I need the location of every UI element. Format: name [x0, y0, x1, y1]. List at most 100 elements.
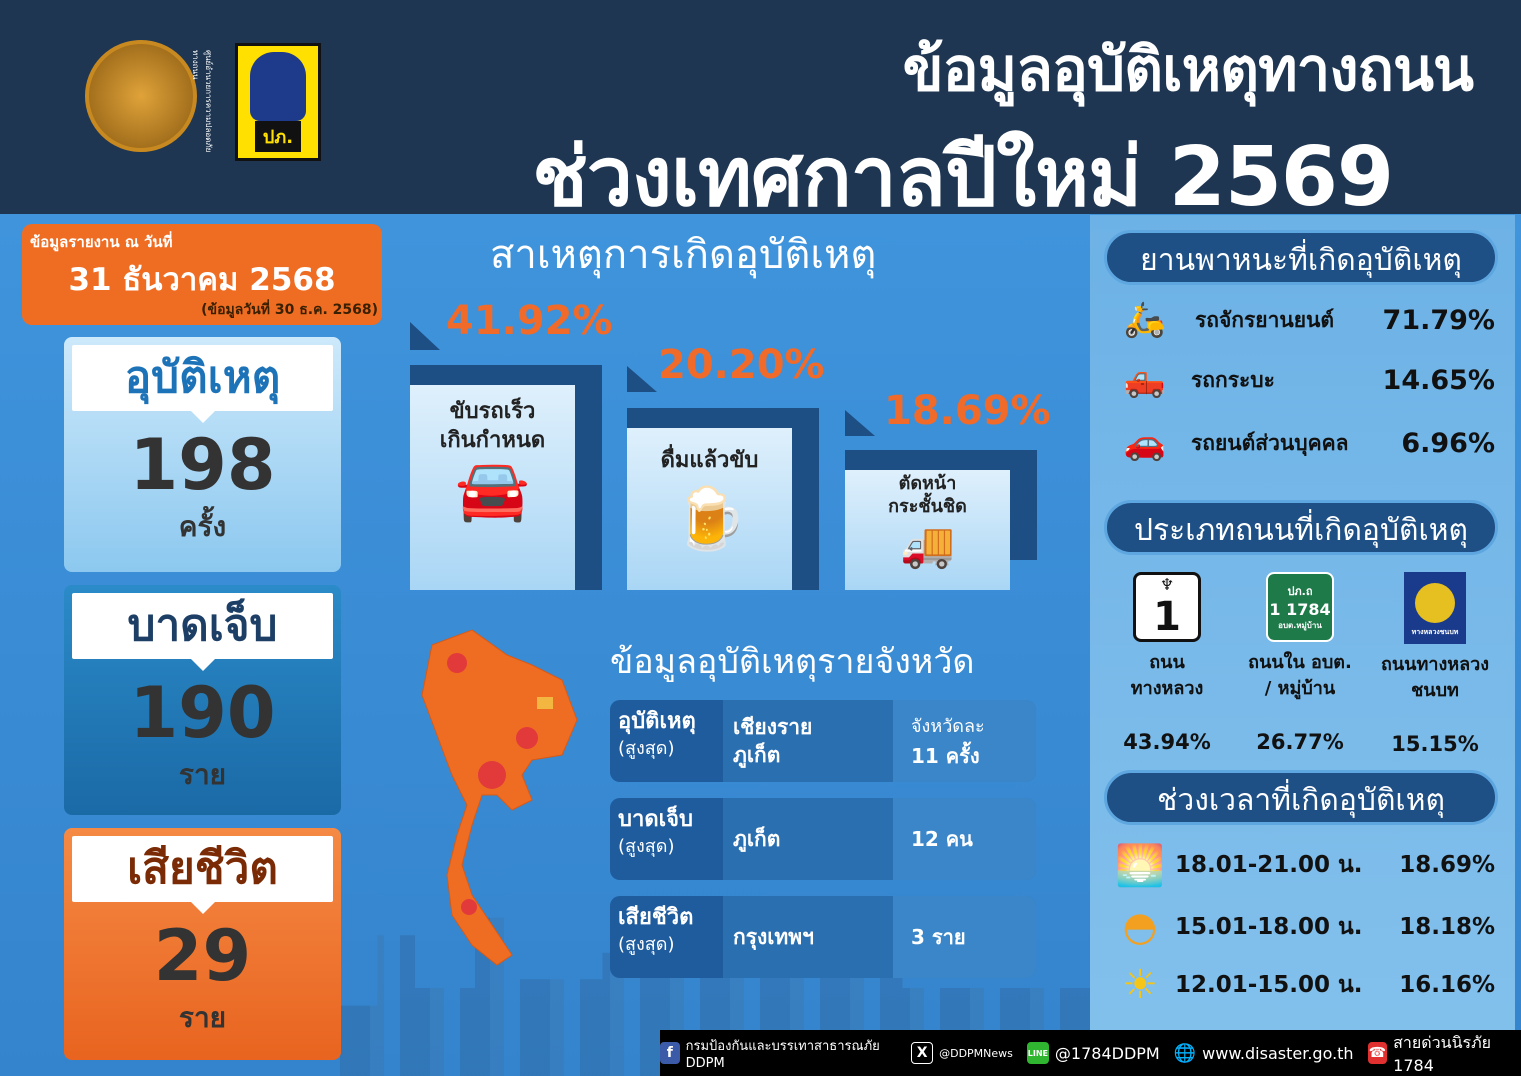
stat-value: 190 [129, 672, 276, 754]
cut-off-vehicles-icon: 🚚 [900, 519, 955, 571]
road-name: ถนนทางหลวง [1380, 654, 1490, 675]
line-icon[interactable]: LINE [1026, 1042, 1049, 1064]
time-pct: 16.16% [1399, 972, 1495, 998]
province-name: เชียงราย [733, 714, 813, 739]
cause-label: ดื่มแล้วขับ [660, 448, 759, 473]
beer-mugs-icon: 🍺 [672, 484, 747, 554]
sunset-icon: 🌅 [1115, 842, 1165, 889]
highway-sign-icon: ♆ 1 [1133, 572, 1201, 642]
time-range: 18.01-21.00 น. [1175, 852, 1363, 878]
stat-accidents: อุบัติเหตุ 198 ครั้ง [64, 337, 341, 572]
cause-pct: 18.69% [884, 388, 1051, 434]
title-line-2: ช่วงเทศกาลปีใหม่ 2569 [532, 130, 1394, 225]
province-row: อุบัติเหตุ (สูงสุด) เชียงราย ภูเก็ต จังหวั… [610, 700, 1036, 782]
stat-label: อุบัติเหตุ [72, 345, 333, 423]
cause-label: เกินกำหนด [439, 427, 546, 453]
province-name: ภูเก็ต [733, 743, 781, 767]
cause-pct: 41.92% [446, 298, 613, 344]
facebook-link[interactable]: กรมป้องกันและบรรเทาสาธารณภัย DDPM [685, 1039, 880, 1071]
report-date-box: ข้อมูลรายงาน ณ วันที่ 31 ธันวาคม 2568 (ข… [22, 224, 382, 325]
row-key-sub: (สูงสุด) [618, 933, 675, 955]
stat-unit: ราย [178, 758, 227, 791]
stat-unit: ราย [178, 1001, 227, 1034]
row-key-sub: (สูงสุด) [618, 835, 675, 857]
sign-top: ปภ.ถ [1287, 585, 1313, 598]
stat-injuries: บาดเจ็บ 190 ราย [64, 585, 341, 815]
road-type: ปภ.ถ 1 1784 อบต.หมู่บ้าน ถนนใน อบต. / หมู่บ… [1235, 572, 1365, 754]
vehicle-name: รถจักรยานยนต์ [1195, 307, 1335, 332]
cause-pct: 20.20% [658, 342, 825, 388]
row-key: บาดเจ็บ [618, 807, 693, 832]
province-title: ข้อมูลอุบัติเหตุรายจังหวัด [610, 642, 975, 682]
report-date: 31 ธันวาคม 2568 [68, 262, 336, 298]
road-name: ถนนใน อบต. [1248, 652, 1352, 673]
sign-bottom: อบต.หมู่บ้าน [1278, 621, 1322, 630]
row-value: 3 ราย [911, 925, 966, 949]
time-row: 🌅 18.01-21.00 น. 18.69% [1105, 840, 1495, 890]
time-range: 12.01-15.00 น. [1175, 972, 1363, 998]
road-name: ชนบท [1411, 680, 1459, 702]
road-pct: 15.15% [1391, 732, 1479, 756]
road-type: ♆ 1 ถนน ทางหลวง 43.94% [1102, 572, 1232, 754]
website-link[interactable]: www.disaster.go.th [1202, 1043, 1354, 1063]
cause-label: ขับรถเร็ว [449, 399, 536, 424]
footer: f กรมป้องกันและบรรเทาสาธารณภัย DDPM X @DDP… [660, 1030, 1521, 1076]
globe-icon: 🌐 [1173, 1042, 1197, 1064]
car-icon: 🚗 [1123, 423, 1167, 463]
row-value: 11 ครั้ง [911, 743, 980, 768]
phone-icon: ☎ [1367, 1042, 1388, 1064]
province-name: ภูเก็ต [733, 826, 781, 851]
facebook-icon[interactable]: f [660, 1042, 680, 1064]
report-sub: (ข้อมูลวันที่ 30 ธ.ค. 2568) [201, 302, 378, 318]
cause-drunk-driving: ดื่มแล้วขับ 🍺 [627, 428, 792, 590]
sun-icon: ☀ [1122, 962, 1158, 1008]
stat-label: เสียชีวิต [72, 836, 333, 914]
road-type: ทางหลวงชนบท ถนนทางหลวงชนบท 15.15% [1370, 572, 1500, 756]
line-link[interactable]: @1784DDPM [1054, 1043, 1160, 1063]
row-key: เสียชีวิต [618, 905, 694, 930]
afternoon-sun-icon: ◓ [1122, 904, 1158, 950]
time-pct: 18.69% [1399, 852, 1495, 878]
vehicle-pct: 71.79% [1382, 304, 1495, 336]
road-pct: 26.77% [1256, 730, 1344, 754]
roads-title: ประเภทถนนที่เกิดอุบัติเหตุ [1104, 500, 1498, 555]
road-name: ถนน [1149, 652, 1185, 673]
hand-icon [250, 52, 306, 121]
row-value: 12 คน [911, 827, 973, 851]
pickup-truck-icon: 🛻 [1123, 360, 1167, 400]
road-name: / หมู่บ้าน [1264, 678, 1336, 700]
cause-cut-off: ตัดหน้า กระชั้นชิด 🚚 [845, 470, 1010, 590]
local-road-sign-icon: ปภ.ถ 1 1784 อบต.หมู่บ้าน [1266, 572, 1334, 642]
hotline-text: สายด่วนนิรภัย 1784 [1393, 1033, 1492, 1075]
map-shape [421, 629, 578, 966]
title-line-1: ข้อมูลอุบัติเหตุทางถนน [902, 35, 1474, 105]
stat-deaths: เสียชีวิต 29 ราย [64, 828, 341, 1060]
vehicle-name: รถกระบะ [1191, 367, 1275, 392]
province-row: เสียชีวิต (สูงสุด) กรุงเทพฯ 3 ราย [610, 896, 1036, 978]
vehicle-pct: 6.96% [1401, 427, 1495, 459]
x-icon[interactable]: X [911, 1042, 934, 1064]
vehicle-name: รถยนต์ส่วนบุคคล [1191, 430, 1349, 455]
times-title: ช่วงเวลาที่เกิดอุบัติเหตุ [1104, 770, 1498, 825]
cause-speeding: ขับรถเร็ว เกินกำหนด 🚘 [410, 385, 575, 590]
stat-value: 29 [153, 915, 252, 997]
vehicle-row: 🛵 รถจักรยานยนต์ 71.79% [1105, 295, 1495, 345]
government-seal-logo [85, 40, 197, 152]
cause-label: กระชั้นชิด [888, 496, 967, 518]
map-marker-icon [461, 899, 477, 915]
seal-caption: ศูนย์อำนวยการความปลอดภัยทางถนน [191, 50, 213, 153]
stat-value: 198 [129, 424, 276, 506]
time-pct: 18.18% [1399, 914, 1495, 940]
time-row: ☀ 12.01-15.00 น. 16.16% [1105, 960, 1495, 1010]
map-marker-icon [478, 761, 506, 789]
speeding-cars-icon: 🚘 [455, 455, 530, 526]
cause-label: ตัดหน้า [898, 473, 957, 494]
stat-label: บาดเจ็บ [72, 593, 333, 671]
row-key-sub: (สูงสุด) [618, 737, 675, 759]
report-label: ข้อมูลรายงาน ณ วันที่ [30, 233, 173, 251]
sign-text: ทางหลวงชนบท [1411, 628, 1459, 636]
row-key: อุบัติเหตุ [618, 709, 696, 734]
x-link[interactable]: @DDPMNews [939, 1046, 1013, 1060]
road-name: ทางหลวง [1130, 678, 1204, 700]
motorcycle-icon: 🛵 [1123, 300, 1167, 340]
